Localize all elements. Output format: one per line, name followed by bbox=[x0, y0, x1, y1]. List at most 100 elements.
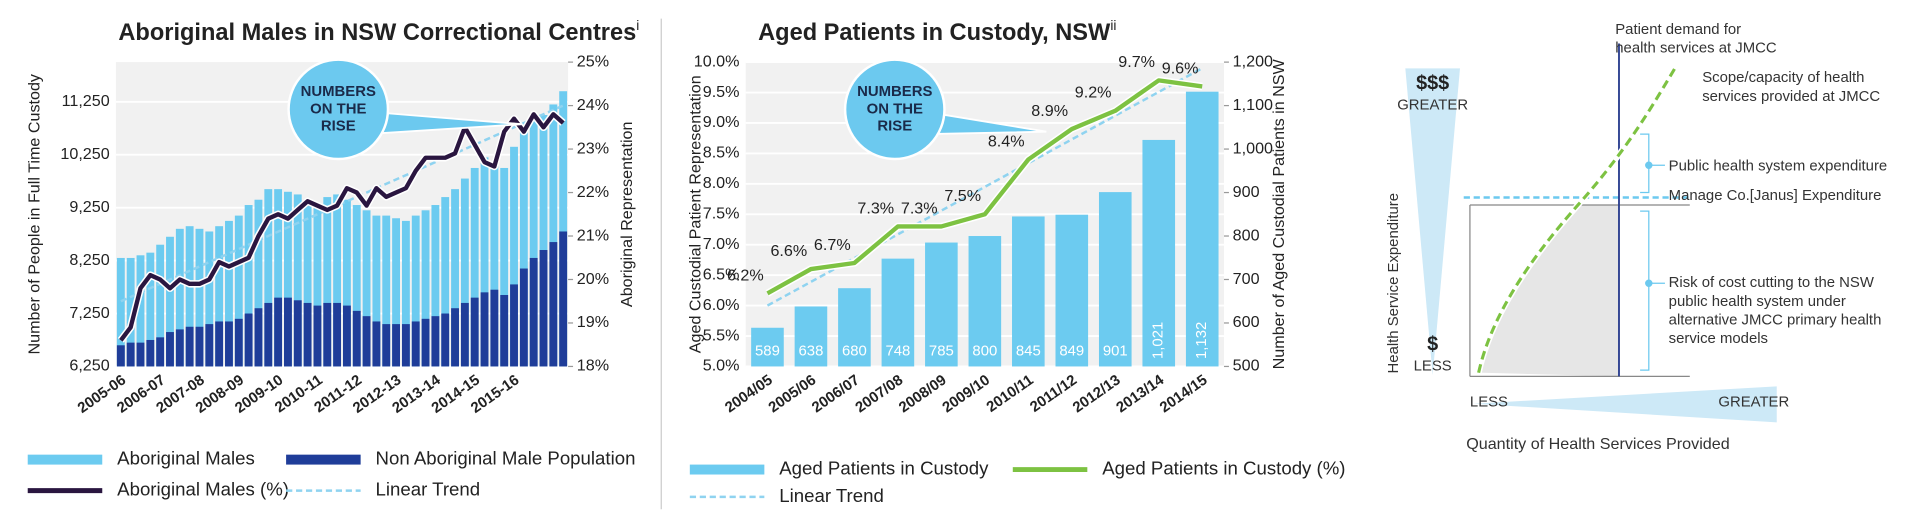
bar bbox=[264, 189, 273, 367]
bar bbox=[293, 300, 302, 367]
bar bbox=[559, 91, 568, 367]
label: Patient demand for bbox=[1615, 22, 1741, 38]
bubble bbox=[287, 58, 390, 161]
x-wedge bbox=[1473, 386, 1777, 423]
x-tick-label: 2012/13 bbox=[1070, 372, 1123, 416]
y-tick-label: 7.5% bbox=[703, 205, 740, 223]
bar bbox=[274, 297, 283, 367]
bar bbox=[254, 199, 263, 367]
bar bbox=[549, 242, 558, 367]
y2-tick-label: 19% bbox=[577, 313, 609, 331]
bracket-dot bbox=[1645, 279, 1653, 287]
x-tick-label: 2013/14 bbox=[1114, 372, 1168, 416]
title-note: i bbox=[636, 18, 639, 33]
x-tick-label: 2005/06 bbox=[766, 372, 819, 416]
bar bbox=[166, 236, 174, 367]
bar bbox=[451, 308, 459, 367]
label: LESS bbox=[1470, 394, 1508, 410]
bar bbox=[539, 250, 548, 367]
y-tick-label: 9,250 bbox=[69, 198, 109, 216]
bar bbox=[968, 236, 1002, 367]
bar bbox=[205, 231, 214, 367]
bar bbox=[352, 310, 361, 367]
y2-tick-label: 18% bbox=[577, 357, 609, 375]
bar bbox=[519, 130, 528, 367]
bar bbox=[539, 115, 548, 367]
bar bbox=[362, 210, 371, 367]
bar bbox=[881, 258, 915, 367]
y-tick-label: 11,250 bbox=[62, 92, 110, 110]
bar bbox=[451, 189, 459, 367]
bar bbox=[510, 284, 518, 367]
bar bbox=[460, 302, 469, 367]
x-tick-label: 2004/05 bbox=[722, 372, 775, 416]
bar-label: 785 bbox=[929, 343, 954, 359]
y-tick-label: 5.5% bbox=[703, 326, 740, 344]
bar bbox=[392, 218, 400, 367]
symbol: $$$ bbox=[1416, 73, 1449, 95]
y2-tick-label: 22% bbox=[577, 183, 609, 201]
bar bbox=[274, 189, 283, 367]
y2-axis-label: Aboriginal Representation bbox=[618, 121, 636, 307]
bar bbox=[195, 228, 204, 367]
y2-tick-label: 600 bbox=[1233, 313, 1260, 331]
bar bbox=[1098, 192, 1132, 367]
bubble-text: RISE bbox=[321, 119, 356, 135]
line-label: 8.4% bbox=[988, 132, 1025, 150]
x-tick-label: 2006/07 bbox=[809, 372, 862, 416]
bar bbox=[175, 228, 184, 367]
bar bbox=[166, 332, 174, 367]
bar bbox=[925, 242, 958, 367]
bar-label: 638 bbox=[799, 343, 824, 359]
y-axis-label: Number of People in Full Time Custody bbox=[25, 73, 43, 354]
bar bbox=[205, 324, 214, 367]
bar bbox=[156, 337, 165, 367]
y2-tick-label: 700 bbox=[1233, 270, 1260, 288]
y-tick-label: 7.0% bbox=[703, 235, 740, 253]
bar-label: 748 bbox=[885, 343, 910, 359]
y2-tick-label: 800 bbox=[1233, 226, 1260, 244]
label: LESS bbox=[1414, 358, 1452, 374]
y2-tick-label: 1,200 bbox=[1233, 52, 1273, 70]
bar bbox=[794, 306, 828, 367]
line-label: 8.9% bbox=[1031, 102, 1068, 120]
bar-label: 1,021 bbox=[1151, 322, 1167, 359]
chart-title: Aboriginal Males in NSW Correctional Cen… bbox=[118, 18, 639, 46]
bubble bbox=[843, 58, 946, 161]
bar bbox=[392, 324, 400, 367]
y2-tick-label: 1,100 bbox=[1233, 96, 1273, 114]
bracket-dot bbox=[1645, 161, 1653, 169]
bar bbox=[342, 199, 351, 367]
bar bbox=[460, 178, 469, 367]
axis-label: Quantity of Health Services Provided bbox=[1466, 435, 1730, 453]
x-tick-label: 2014/15 bbox=[1157, 372, 1210, 416]
bar-label: 901 bbox=[1103, 343, 1128, 359]
bar bbox=[529, 120, 538, 367]
bubble-text: ON THE bbox=[867, 101, 923, 117]
label: Manage Co.[Janus] Expenditure bbox=[1669, 188, 1882, 204]
bar bbox=[500, 167, 509, 367]
label: Risk of cost cutting to the NSW bbox=[1669, 275, 1874, 291]
bar bbox=[215, 321, 224, 367]
legend-swatch bbox=[27, 454, 103, 465]
legend-swatch bbox=[286, 454, 361, 465]
bar bbox=[244, 313, 253, 367]
bar-label: 1,132 bbox=[1194, 322, 1210, 359]
bar-label: 849 bbox=[1059, 343, 1084, 359]
bar bbox=[323, 197, 332, 367]
bar bbox=[470, 297, 479, 367]
y-tick-label: 7,250 bbox=[69, 304, 109, 322]
bar bbox=[838, 288, 871, 367]
bar bbox=[215, 226, 224, 367]
y-tick-label: 10,250 bbox=[60, 145, 109, 163]
bar bbox=[559, 231, 568, 367]
label: public health system under bbox=[1669, 294, 1846, 310]
bar bbox=[136, 255, 145, 367]
y2-tick-label: 25% bbox=[577, 52, 609, 70]
bar bbox=[234, 318, 243, 367]
line-label: 9.6% bbox=[1162, 59, 1199, 77]
y-tick-label: 9.5% bbox=[703, 83, 740, 101]
bar bbox=[1055, 214, 1089, 367]
line-label: 6.2% bbox=[727, 266, 764, 284]
